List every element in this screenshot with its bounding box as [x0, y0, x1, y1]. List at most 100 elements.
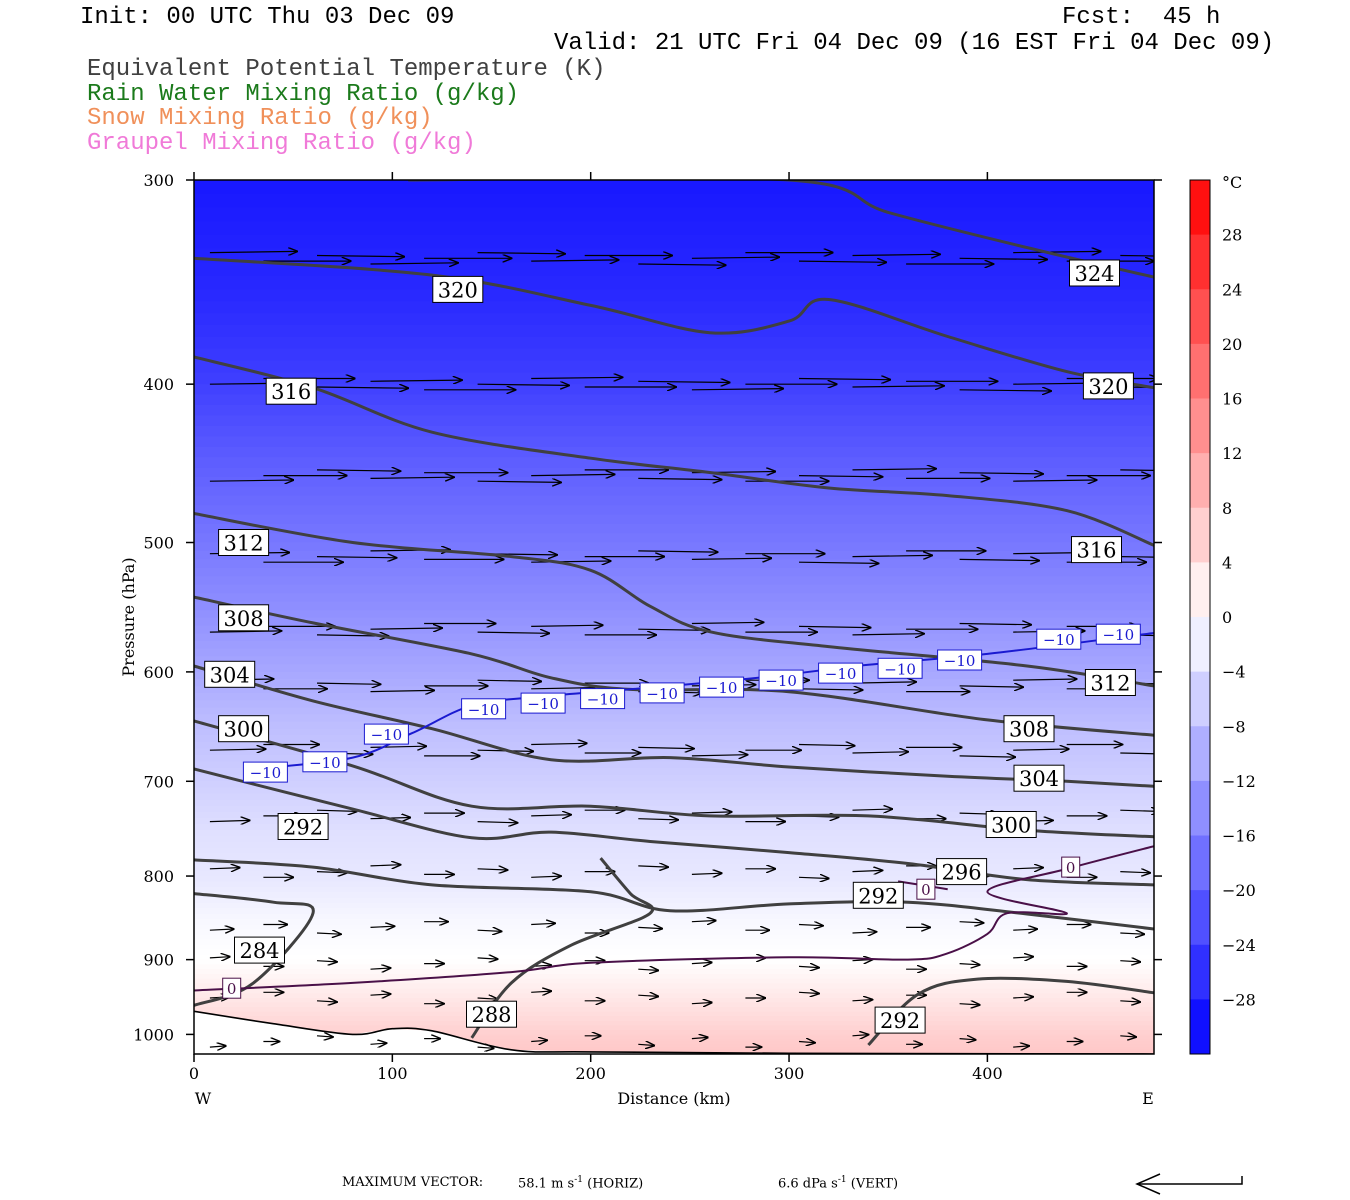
init-time: Init: 00 UTC Thu 03 Dec 09: [80, 4, 455, 31]
theta-e-label-text: 324: [1074, 262, 1114, 286]
wind-arrow: [638, 629, 709, 630]
wind-arrow: [798, 379, 890, 380]
wind-arrow: [1013, 929, 1037, 930]
wind-arrow: [316, 683, 380, 684]
isotherm-label-text: −10: [527, 695, 559, 713]
temp-band: [194, 988, 1154, 994]
temp-band: [194, 944, 1154, 951]
theta-e-contour-316: [194, 355, 1154, 547]
temp-band: [194, 983, 1154, 990]
temp-band: [194, 847, 1154, 854]
isotherm-label-text: −10: [765, 672, 797, 690]
valid-time: Valid: 21 UTC Fri 04 Dec 09 (16 EST Fri …: [554, 30, 1275, 57]
wind-arrow: [798, 745, 855, 746]
temp-band: [194, 993, 1154, 999]
temp-band: [194, 1036, 1154, 1040]
wind-arrow: [316, 1036, 333, 1037]
temp-band: [194, 799, 1154, 807]
theta-e-label-text: 320: [438, 278, 478, 302]
y-tick-label: 900: [143, 951, 174, 970]
colorbar-swatch: [1190, 671, 1210, 727]
temp-band: [194, 324, 1154, 338]
colorbar-tick-label: −12: [1222, 772, 1256, 791]
temp-band: [194, 721, 1154, 730]
theta-e-label: 292: [852, 881, 904, 909]
theta-e-contour-288: [470, 857, 655, 1039]
temp-band: [194, 348, 1154, 362]
plot-frame: [193, 179, 1155, 1055]
temp-band: [194, 207, 1154, 222]
wind-arrow: [959, 686, 1024, 687]
temp-band: [194, 514, 1154, 525]
temp-band: [194, 234, 1154, 249]
wind-arrow: [477, 253, 565, 254]
theta-e-label: 320: [1082, 372, 1134, 400]
isotherm-label-text: −10: [706, 679, 738, 697]
theta-e-label: 312: [1084, 669, 1136, 696]
theta-e-contour-296: [194, 767, 1154, 887]
theta-e-label: 292: [277, 813, 329, 840]
wind-arrow: [798, 877, 829, 878]
temp-band: [194, 929, 1154, 935]
wind-arrow: [691, 1003, 712, 1004]
isotherm-label: −10: [758, 669, 804, 691]
theta-e-label-text: 292: [858, 884, 898, 908]
wind-arrow: [1013, 997, 1033, 998]
wind-arrow: [852, 752, 909, 753]
wind-arrow: [1120, 933, 1144, 934]
wind-arrow: [959, 559, 1039, 560]
wind-arrow: [852, 386, 944, 387]
isotherm-label: 0: [916, 878, 936, 900]
wind-arrow: [531, 743, 587, 744]
temp-band: [194, 793, 1154, 801]
isotherm-label: −10: [461, 698, 507, 720]
temp-band: [194, 824, 1154, 831]
wind-arrow: [959, 756, 1016, 757]
theta-e-label: 316: [265, 377, 317, 405]
isotherm-label: −10: [818, 662, 864, 684]
wind-arrow: [798, 626, 870, 627]
temp-band: [194, 774, 1154, 782]
temp-band: [194, 648, 1154, 658]
wind-arrow: [209, 749, 266, 750]
max-vector-label: MAXIMUM VECTOR:: [342, 1175, 484, 1190]
wind-arrow: [798, 966, 819, 967]
wind-arrow: [1120, 752, 1154, 755]
colorbar-tick-label: 24: [1222, 280, 1242, 299]
wind-arrow: [370, 968, 391, 969]
temp-band: [194, 897, 1154, 904]
wind-arrow: [798, 261, 886, 262]
temp-band: [194, 1039, 1154, 1043]
wind-arrow: [638, 478, 721, 479]
temp-band: [194, 768, 1154, 776]
temp-band: [194, 405, 1154, 417]
theta-e-label-text: 308: [1009, 718, 1049, 742]
temp-band: [194, 978, 1154, 985]
wind-arrow: [852, 555, 932, 556]
theta-e-label: 296: [936, 858, 988, 886]
wind-arrow: [316, 961, 337, 962]
theta-e-label: 316: [1071, 536, 1122, 564]
temp-band: [194, 748, 1154, 756]
temp-band: [194, 919, 1154, 925]
wind-arrow: [1120, 1001, 1140, 1002]
temp-band: [194, 886, 1154, 893]
temp-band: [194, 384, 1154, 396]
temp-band: [194, 486, 1154, 497]
wind-arrow: [798, 1042, 815, 1043]
temp-band: [194, 542, 1154, 552]
colorbar-unit: °C: [1222, 173, 1242, 192]
theta-e-label-text: 312: [224, 532, 264, 556]
wind-arrow: [531, 1040, 547, 1041]
legend-snow: Snow Mixing Ratio (g/kg): [87, 105, 433, 132]
wind-arrow: [316, 470, 400, 471]
wind-arrow: [959, 473, 1043, 474]
temp-band: [194, 336, 1154, 350]
temp-band: [194, 550, 1154, 561]
wind-arrow: [370, 1043, 387, 1044]
temp-band: [194, 870, 1154, 877]
wind-arrow: [477, 998, 498, 999]
y-tick-label: 500: [143, 534, 174, 553]
isotherm-label: 0: [222, 977, 242, 999]
y-tick-label: 300: [143, 171, 174, 190]
